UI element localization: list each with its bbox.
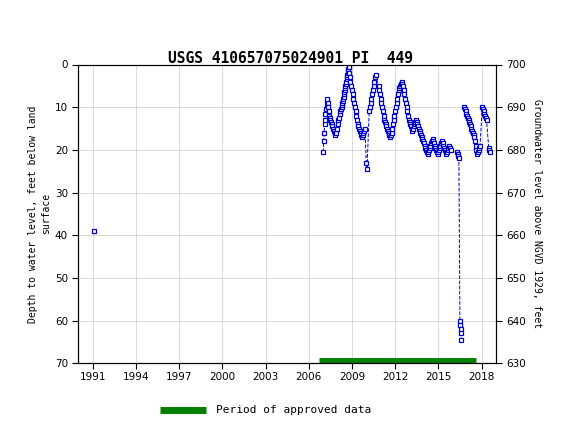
Text: ⊠USGS: ⊠USGS [7,12,78,31]
Text: USGS 410657075024901 PI  449: USGS 410657075024901 PI 449 [168,51,412,65]
Y-axis label: Groundwater level above NGVD 1929, feet: Groundwater level above NGVD 1929, feet [532,99,542,329]
Text: Period of approved data: Period of approved data [216,405,371,415]
Y-axis label: Depth to water level, feet below land
surface: Depth to water level, feet below land su… [28,105,50,322]
